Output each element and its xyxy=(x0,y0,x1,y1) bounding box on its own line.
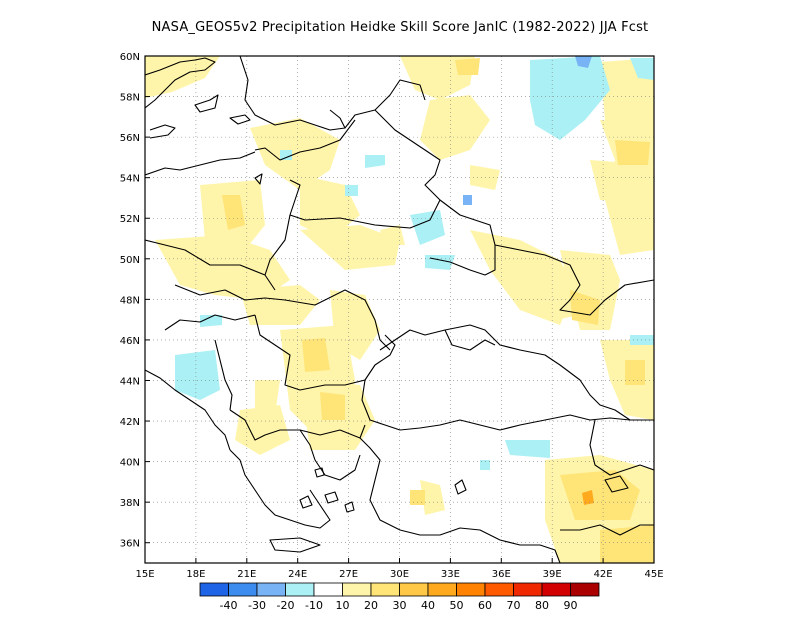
lat-tick-label: 52N xyxy=(120,214,140,225)
lon-tick-label: 33E xyxy=(441,569,460,580)
coastlines-borders xyxy=(145,56,654,563)
lat-tick-label: 56N xyxy=(120,133,140,144)
colorbar-label: 80 xyxy=(535,599,549,612)
skill-shading xyxy=(145,56,654,563)
colorbar-swatch xyxy=(570,582,600,597)
lat-tick-label: 42N xyxy=(120,417,140,428)
lat-tick-label: 48N xyxy=(120,295,140,306)
colorbar-label: -10 xyxy=(305,599,323,612)
lat-tick-label: 54N xyxy=(120,174,140,185)
lon-tick-label: 21E xyxy=(237,569,256,580)
colorbar-swatch xyxy=(256,582,286,597)
lon-tick-label: 30E xyxy=(390,569,409,580)
longitude-ticks: 15E 18E 21E 24E 27E 30E 33E 36E 39E 42E 45E xyxy=(135,558,664,580)
colorbar-label: 40 xyxy=(421,599,435,612)
lat-tick-label: 46N xyxy=(120,336,140,347)
lat-tick-label: 50N xyxy=(120,255,140,266)
colorbar-swatch xyxy=(427,582,457,597)
colorbar-label: 60 xyxy=(478,599,492,612)
lat-tick-label: 36N xyxy=(120,539,140,550)
lat-tick-label: 38N xyxy=(120,498,140,509)
lon-tick-label: 18E xyxy=(186,569,205,580)
lon-tick-label: 42E xyxy=(594,569,613,580)
lat-tick-label: 44N xyxy=(120,376,140,387)
lat-tick-label: 40N xyxy=(120,458,140,469)
shade-neg20-30 xyxy=(463,56,592,205)
latitude-ticks: 36N 38N 40N 42N 44N 46N 48N 50N 52N 54N 56N 58N 60N xyxy=(120,52,150,550)
shade-20-30 xyxy=(222,58,654,563)
colorbar-label: 90 xyxy=(564,599,578,612)
colorbar-swatch xyxy=(313,582,343,597)
colorbar-swatch xyxy=(342,582,372,597)
colorbar-label: -20 xyxy=(277,599,295,612)
colorbar-label: 20 xyxy=(364,599,378,612)
lon-tick-label: 39E xyxy=(543,569,562,580)
colorbar-label: -30 xyxy=(248,599,266,612)
colorbar-label: 30 xyxy=(393,599,407,612)
colorbar-swatch xyxy=(228,582,258,597)
colorbar-swatch xyxy=(285,582,315,597)
colorbar-swatch xyxy=(370,582,400,597)
colorbar-label: 70 xyxy=(507,599,521,612)
lon-tick-label: 45E xyxy=(644,569,663,580)
shade-30-40 xyxy=(582,490,594,505)
shade-neg10-20 xyxy=(175,56,654,470)
colorbar-swatch xyxy=(541,582,571,597)
map-title: NASA_GEOS5v2 Precipitation Heidke Skill … xyxy=(151,20,649,35)
colorbar-label: 10 xyxy=(336,599,350,612)
lon-tick-label: 15E xyxy=(135,569,154,580)
lon-tick-label: 36E xyxy=(492,569,511,580)
colorbar-swatch xyxy=(484,582,514,597)
colorbar-swatch xyxy=(513,582,543,597)
lat-tick-label: 58N xyxy=(120,93,140,104)
colorbar-swatch xyxy=(199,582,229,597)
colorbar-swatch xyxy=(456,582,486,597)
colorbar-label: -40 xyxy=(220,599,238,612)
grid-lines xyxy=(145,56,654,563)
lon-tick-label: 27E xyxy=(339,569,358,580)
colorbar-swatch xyxy=(399,582,429,597)
lon-tick-label: 24E xyxy=(288,569,307,580)
colorbar-label: 50 xyxy=(450,599,464,612)
lat-tick-label: 60N xyxy=(120,52,140,63)
colorbar: -40 -30 -20 -10 10 20 30 40 50 60 70 80 90 xyxy=(199,582,600,612)
